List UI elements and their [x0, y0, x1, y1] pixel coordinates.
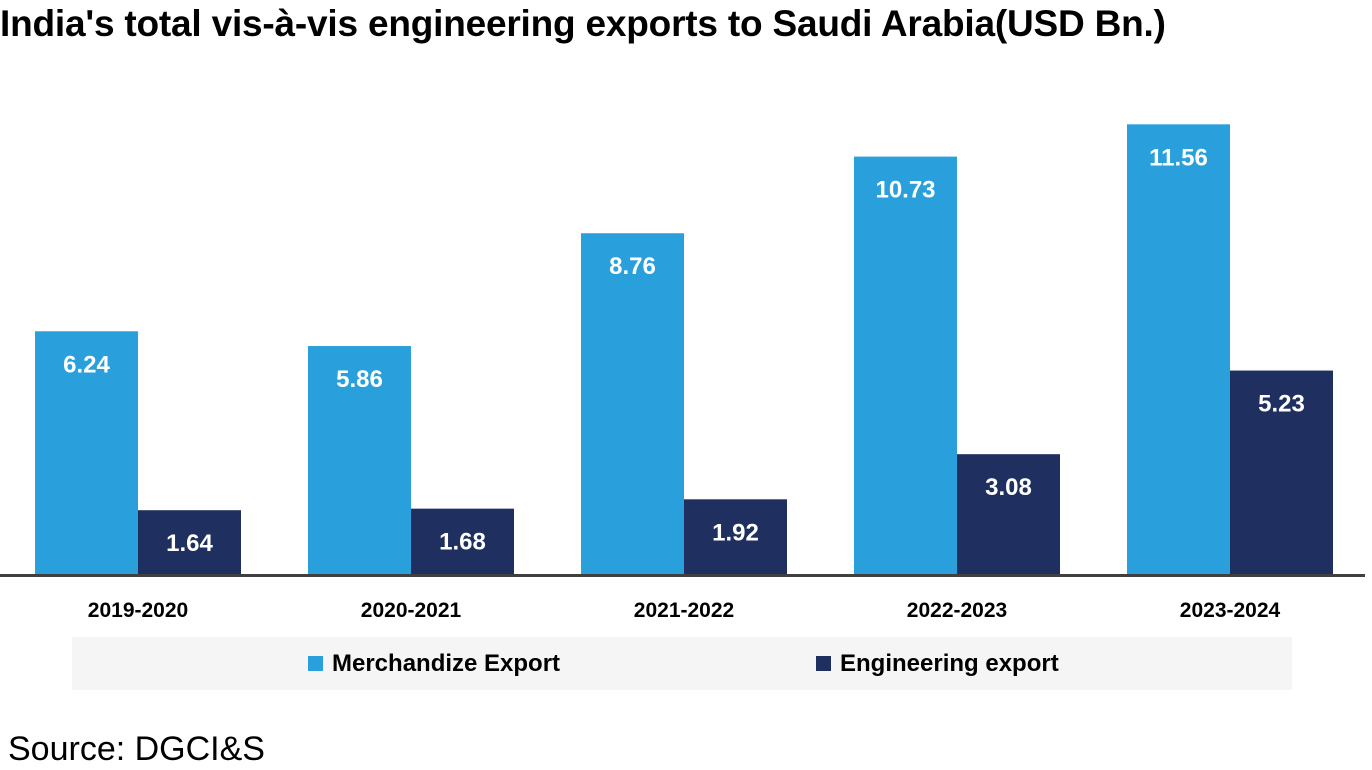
data-label-merchandize-2021-2022: 8.76: [609, 253, 656, 280]
bar-merchandize-2021-2022: [581, 233, 684, 574]
x-tick-label-2021-2022: 2021-2022: [634, 599, 734, 622]
bar-engineering-2023-2024: [1230, 370, 1333, 574]
x-tick-label-2019-2020: 2019-2020: [88, 599, 188, 622]
bar-merchandize-2019-2020: [35, 331, 138, 574]
bar-engineering-2019-2020: [138, 510, 241, 574]
legend: Merchandize Export Engineering export: [72, 637, 1292, 690]
source-note: Source: DGCI&S: [8, 730, 265, 768]
data-label-merchandize-2019-2020: 6.24: [63, 351, 110, 378]
data-label-merchandize-2023-2024: 11.56: [1149, 144, 1208, 171]
x-tick-label-2020-2021: 2020-2021: [361, 599, 462, 622]
bar-merchandize-2020-2021: [308, 346, 411, 574]
bar-chart: 6.24 1.64 2019-2020 5.86 1.68 2020-2021 8.76 1.…: [0, 124, 1365, 622]
data-label-merchandize-2022-2023: 10.73: [875, 177, 935, 204]
data-label-engineering-2022-2023: 3.08: [985, 474, 1032, 501]
legend-label-engineering: Engineering export: [840, 649, 1059, 677]
data-label-engineering-2020-2021: 1.68: [439, 529, 486, 556]
data-label-engineering-2019-2020: 1.64: [166, 530, 213, 557]
x-tick-label-2022-2023: 2022-2023: [907, 599, 1007, 622]
legend-item-merchandize: Merchandize Export: [308, 637, 560, 690]
data-label-merchandize-2020-2021: 5.86: [336, 366, 383, 393]
bar-engineering-2021-2022: [684, 499, 787, 574]
legend-item-engineering: Engineering export: [816, 637, 1059, 690]
legend-label-merchandize: Merchandize Export: [332, 649, 561, 677]
bar-engineering-2022-2023: [957, 454, 1060, 574]
data-label-engineering-2021-2022: 1.92: [712, 519, 759, 546]
chart-title: India's total vis-à-vis engineering expo…: [0, 3, 1166, 44]
data-label-engineering-2023-2024: 5.23: [1258, 391, 1305, 418]
bar-merchandize-2022-2023: [854, 156, 957, 574]
legend-swatch-engineering: [816, 656, 831, 671]
x-tick-label-2023-2024: 2023-2024: [1180, 599, 1281, 622]
legend-swatch-merchandize: [308, 656, 323, 671]
bar-merchandize-2023-2024: [1127, 124, 1230, 574]
bar-engineering-2020-2021: [411, 508, 514, 574]
